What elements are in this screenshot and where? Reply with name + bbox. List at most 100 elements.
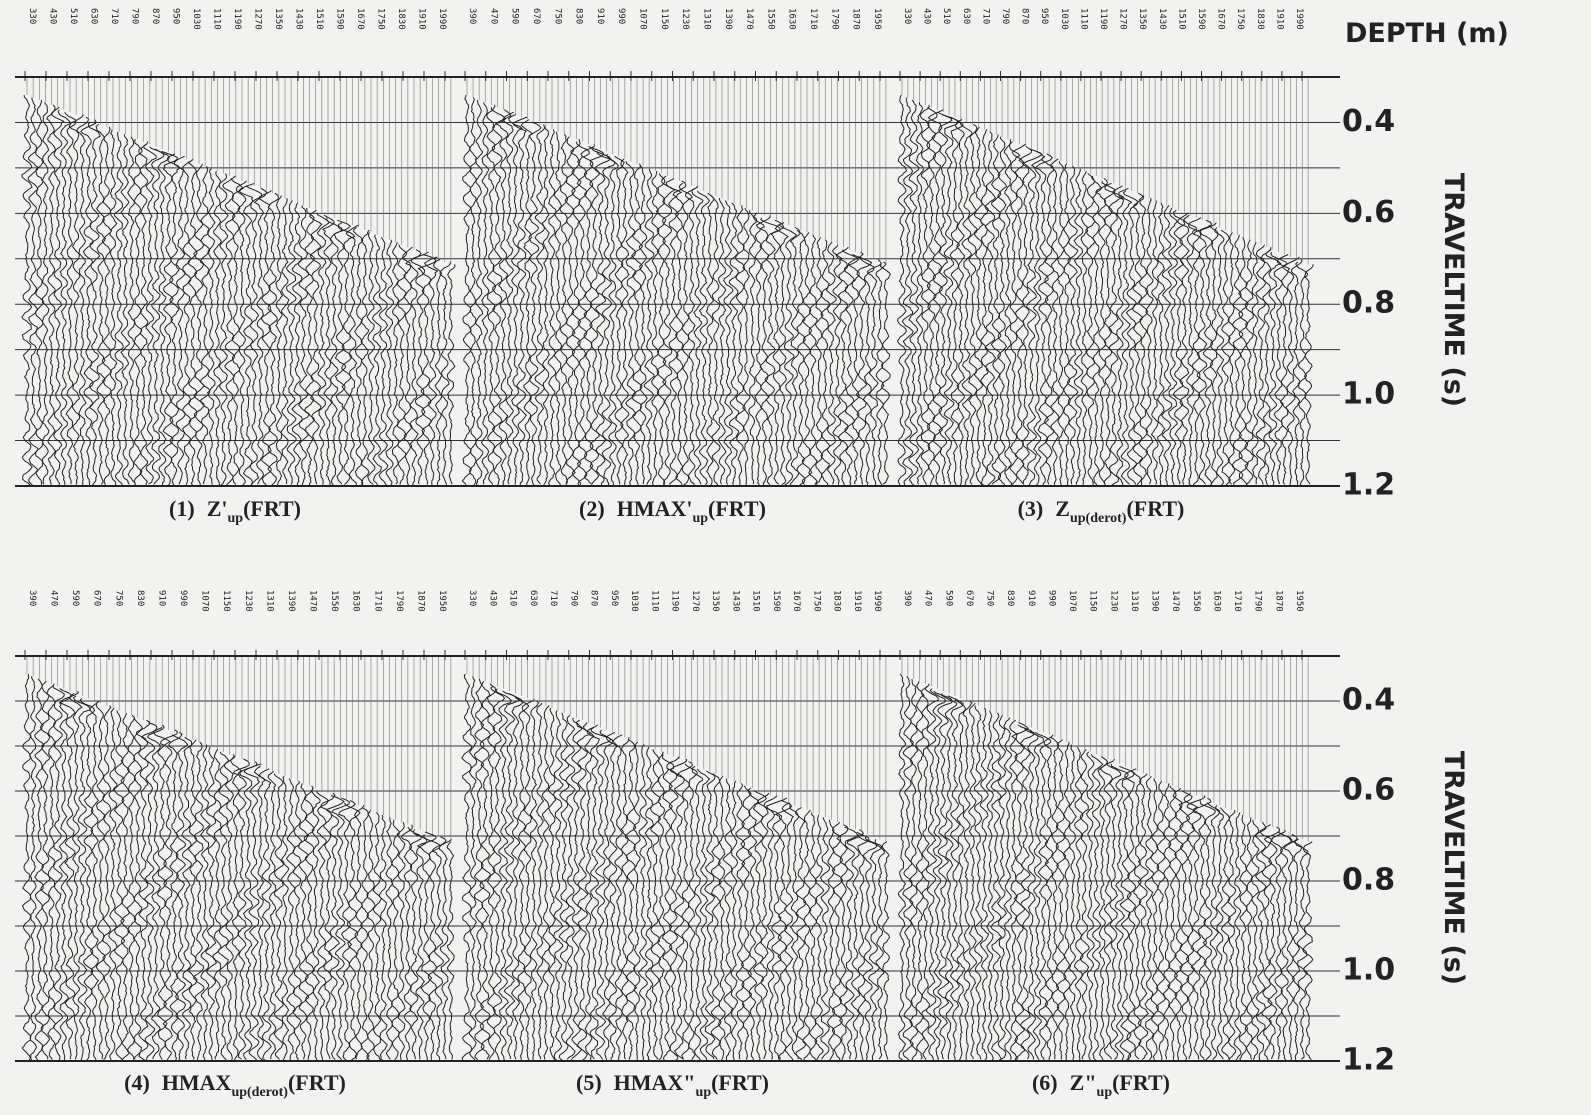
trace-wiggle [547, 707, 557, 1061]
trace-wiggle [120, 712, 131, 1062]
trace-wiggle [980, 129, 989, 486]
trace-wiggle [253, 765, 266, 1061]
trace-wiggle [160, 729, 179, 1061]
trace-wiggle [146, 724, 165, 1060]
caption-suffix: (FRT) [711, 1070, 769, 1095]
trace-wiggle [21, 673, 32, 1061]
depth-label: 1710 [1232, 590, 1242, 612]
caption-number: (3) [1018, 496, 1044, 521]
trace-wiggle [1003, 139, 1013, 486]
trace-wiggle [108, 707, 118, 1061]
trace-wiggle [843, 826, 859, 1060]
caption-suffix: (FRT) [708, 496, 766, 521]
trace-wiggle [1244, 239, 1255, 487]
trace-wiggle [275, 195, 284, 486]
trace-wiggle [1177, 212, 1190, 485]
depth-label: 790 [1000, 8, 1010, 24]
depth-label: 1910 [852, 590, 862, 612]
depth-label: 750 [113, 590, 123, 606]
caption-suffix: (FRT) [1126, 496, 1184, 521]
trace-wiggle [212, 749, 223, 1060]
trace-wiggle [657, 751, 666, 1061]
depth-label: 510 [68, 8, 78, 24]
trace-wiggle [852, 254, 873, 485]
trace-wiggle [135, 719, 151, 1061]
trace-wiggle [649, 749, 662, 1060]
seismic-panel [896, 71, 1314, 487]
trace-wiggle [490, 107, 506, 486]
trace-wiggle [267, 192, 279, 486]
trace-wiggle [954, 119, 966, 486]
depth-label: 1350 [710, 590, 720, 612]
trace-wiggle [1099, 758, 1116, 1060]
trace-wiggle [528, 121, 542, 487]
trace-wiggle [529, 700, 539, 1061]
trace-wiggle [316, 212, 330, 485]
caption-sub: up(derot) [231, 1085, 288, 1100]
trace-wiggle [669, 759, 688, 1060]
trace-wiggle [1085, 173, 1096, 486]
trace-wiggle [1080, 170, 1089, 486]
panel-caption: (3) Zup(derot)(FRT) [1018, 496, 1185, 526]
trace-wiggle [941, 693, 958, 1060]
caption-name: Z [1055, 496, 1070, 521]
trace-wiggle [1259, 824, 1273, 1061]
trace-wiggle [206, 168, 216, 485]
trace-wiggle [192, 741, 205, 1061]
caption-name: HMAX' [617, 496, 693, 521]
depth-label: 1430 [1157, 8, 1167, 30]
depth-label: 1910 [417, 8, 427, 30]
caption-name: HMAX [162, 1070, 232, 1095]
depth-label: 1310 [701, 8, 711, 30]
trace-wiggle [752, 790, 767, 1061]
trace-wiggle [564, 714, 576, 1060]
time-tick-label: 0.6 [1342, 195, 1395, 230]
seismic-panel [461, 71, 892, 487]
depth-label: 910 [595, 8, 605, 24]
trace-wiggle [710, 773, 723, 1060]
trace-wiggle [412, 829, 428, 1060]
trace-wiggle [422, 834, 441, 1061]
depth-label: 1390 [723, 8, 733, 30]
trace-wiggle [606, 153, 620, 486]
trace-wiggle [867, 259, 882, 486]
trace-wiggle [1074, 746, 1084, 1062]
trace-wiggle [742, 207, 751, 487]
trace-wiggle [908, 678, 919, 1062]
depth-label: 590 [943, 590, 953, 606]
depth-label: 330 [902, 8, 912, 24]
trace-wiggle [826, 819, 836, 1061]
trace-wiggle [316, 790, 330, 1061]
panel-caption: (5) HMAX"up(FRT) [576, 1070, 769, 1100]
trace-wiggle [292, 780, 303, 1062]
depth-label: 1950 [1294, 590, 1304, 612]
trace-wiggle [21, 94, 33, 486]
trace-wiggle [401, 824, 413, 1061]
trace-wiggle [632, 741, 641, 1060]
trace-wiggle [1018, 146, 1033, 485]
trace-wiggle [285, 200, 297, 485]
trace-wiggle [126, 714, 137, 1060]
trace-wiggle [748, 210, 758, 485]
trace-wiggle [333, 219, 352, 485]
trace-wiggle [655, 173, 667, 486]
trace-wiggle [217, 751, 230, 1061]
depth-label: 1150 [659, 8, 669, 30]
trace-wiggle [1043, 734, 1054, 1061]
trace-wiggle [929, 688, 947, 1061]
trace-wiggle [378, 814, 388, 1062]
trace-wiggle [385, 817, 394, 1060]
caption-suffix: (FRT) [1112, 1070, 1170, 1095]
trace-wiggle [728, 202, 740, 486]
trace-wiggle [1095, 177, 1108, 485]
trace-wiggle [486, 104, 497, 486]
trace-wiggle [997, 715, 1007, 1060]
trace-wiggle [967, 123, 978, 485]
trace-wiggle [874, 839, 885, 1060]
trace-wiggle [479, 681, 491, 1060]
trace-wiggle [1097, 756, 1108, 1061]
trace-wiggle [1238, 237, 1249, 486]
trace-wiggle [1254, 821, 1267, 1061]
trace-wiggle [1255, 244, 1267, 485]
trace-wiggle [1263, 826, 1281, 1060]
